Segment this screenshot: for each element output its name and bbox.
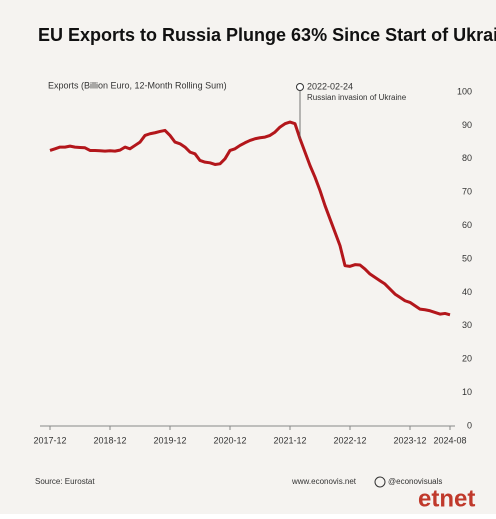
y-tick-label: 10 bbox=[462, 387, 472, 397]
annotation-label: 2022-02-24 bbox=[307, 81, 353, 91]
y-tick-label: 20 bbox=[462, 354, 472, 364]
line-series bbox=[49, 120, 451, 317]
website: www.econovis.net bbox=[291, 477, 357, 486]
y-tick-label: 30 bbox=[462, 320, 472, 330]
x-tick-label: 2017-12 bbox=[33, 435, 66, 445]
y-tick-label: 70 bbox=[462, 187, 472, 197]
y-axis-label: Exports (Billion Euro, 12-Month Rolling … bbox=[48, 80, 227, 90]
x-tick-label: 2021-12 bbox=[273, 435, 306, 445]
y-tick-label: 80 bbox=[462, 153, 472, 163]
x-tick-label: 2022-12 bbox=[333, 435, 366, 445]
chart-title: EU Exports to Russia Plunge 63% Since St… bbox=[38, 25, 496, 45]
y-tick-label: 0 bbox=[467, 420, 472, 430]
x-tick-label: 2020-12 bbox=[213, 435, 246, 445]
x-tick-label: 2023-12 bbox=[393, 435, 426, 445]
y-tick-label: 100 bbox=[457, 86, 472, 96]
y-tick-label: 40 bbox=[462, 287, 472, 297]
x-tick-label: 2019-12 bbox=[153, 435, 186, 445]
y-tick-label: 90 bbox=[462, 120, 472, 130]
x-tick-label: 2024-08 bbox=[433, 435, 466, 445]
source: Source: Eurostat bbox=[35, 477, 95, 486]
annotation-text: Russian invasion of Ukraine bbox=[307, 93, 407, 102]
y-tick-label: 50 bbox=[462, 253, 472, 263]
handle: @econovisuals bbox=[388, 477, 442, 486]
x-icon bbox=[374, 476, 386, 488]
y-tick-label: 60 bbox=[462, 220, 472, 230]
annotation-marker bbox=[296, 83, 304, 91]
x-tick-label: 2018-12 bbox=[93, 435, 126, 445]
watermark: etnet bbox=[418, 485, 475, 512]
